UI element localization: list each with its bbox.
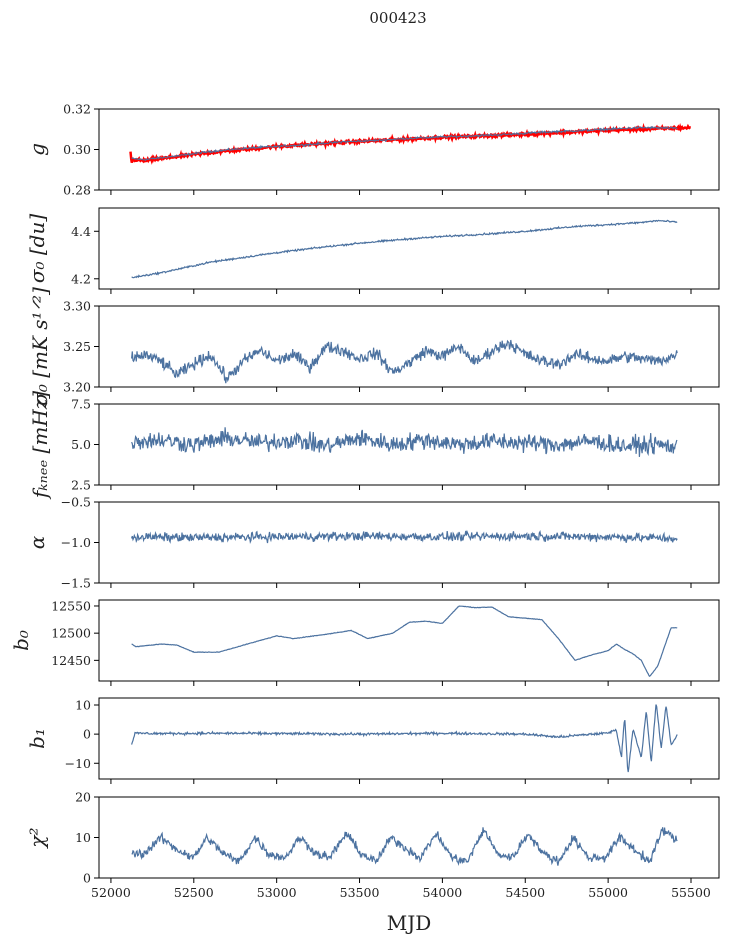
series-line-1 (131, 219, 678, 279)
x-tick-label: 53000 (257, 885, 297, 900)
series-line-overlay (131, 125, 678, 162)
series-line-2 (131, 339, 678, 384)
y-tick-label: 12450 (51, 653, 91, 668)
y-axis-label-3: fₖₙₑₑ [mHz] (28, 391, 52, 500)
y-tick-label: 20 (75, 790, 91, 805)
y-tick-label: 10 (75, 697, 91, 712)
y-axis-label-6: b₁ (25, 728, 49, 749)
x-tick-label: 53500 (340, 885, 380, 900)
x-tick-label: 52000 (91, 885, 131, 900)
y-axis-label-1: σ₀ [du] (25, 214, 49, 284)
y-tick-label: 0.30 (63, 142, 91, 157)
y-tick-label: 4.2 (71, 271, 91, 286)
x-tick-label: 55000 (588, 885, 628, 900)
panel-3: 2.5 5.0 7.5 fₖₙₑₑ [mHz] (28, 391, 720, 500)
y-axis-label-5: b₀ (9, 630, 33, 651)
y-axis-label-2: σ₀ [mK s¹ᐟ²] (28, 287, 52, 406)
series-line-6 (131, 704, 678, 773)
y-tick-label: 0.28 (63, 183, 91, 198)
x-tick-label: 52500 (174, 885, 214, 900)
y-tick-label: 10 (75, 830, 91, 845)
y-axis-label-7: χ² (25, 827, 49, 849)
y-tick-label: 3.30 (63, 299, 91, 314)
y-tick-label: −1.5 (61, 576, 91, 591)
panel-frame (98, 403, 720, 486)
y-tick-label: −1.0 (61, 535, 91, 550)
x-tick-label: 54500 (505, 885, 545, 900)
y-tick-label: 12500 (51, 626, 91, 641)
y-tick-label: 0.32 (63, 102, 91, 117)
panel-frame (98, 599, 720, 682)
y-tick-label: −10 (65, 756, 91, 771)
panel-2: 3.20 3.25 3.30 σ₀ [mK s¹ᐟ²] (28, 287, 720, 406)
panel-frame (98, 796, 720, 879)
panel-1: 4.2 4.4 σ₀ [du] (25, 207, 720, 294)
chart-title: 000423 (369, 9, 426, 27)
panel-frame (98, 207, 720, 290)
y-tick-label: 3.25 (63, 339, 91, 354)
panel-frame (98, 305, 720, 388)
x-tick-label: 55500 (671, 885, 711, 900)
fit-line (129, 122, 692, 165)
series-line-5 (131, 605, 678, 677)
y-tick-label: 3.20 (63, 380, 91, 395)
series-line-7 (131, 827, 678, 866)
y-tick-label: −0.5 (61, 495, 91, 510)
y-tick-label: 0 (83, 871, 91, 886)
x-tick-label: 54000 (423, 885, 463, 900)
y-tick-label: 4.4 (71, 224, 91, 239)
panel-5: 12450 12500 12550 b₀ (9, 598, 720, 686)
panel-7: 0 10 20 52000 52500 53000 53500 54000 54500 55000… (25, 790, 720, 900)
y-tick-label: 7.5 (71, 397, 91, 412)
y-tick-label: 12550 (51, 598, 91, 613)
y-tick-label: 5.0 (71, 437, 91, 452)
panel-4: −1.5 −1.0 −0.5 α (25, 495, 720, 591)
panel-0: 0.28 0.30 0.32 g (25, 102, 720, 198)
series-line-4 (131, 529, 678, 544)
y-axis-label-4: α (25, 535, 49, 549)
panel-6: −10 0 10 b₁ (25, 697, 720, 784)
y-axis-label-0: g (25, 143, 49, 156)
panel-frame (98, 108, 720, 191)
series-line-3 (131, 427, 678, 457)
panel-frame (98, 697, 720, 780)
y-tick-label: 0 (83, 727, 91, 742)
x-axis-label: MJD (387, 911, 432, 935)
y-tick-label: 2.5 (71, 478, 91, 493)
